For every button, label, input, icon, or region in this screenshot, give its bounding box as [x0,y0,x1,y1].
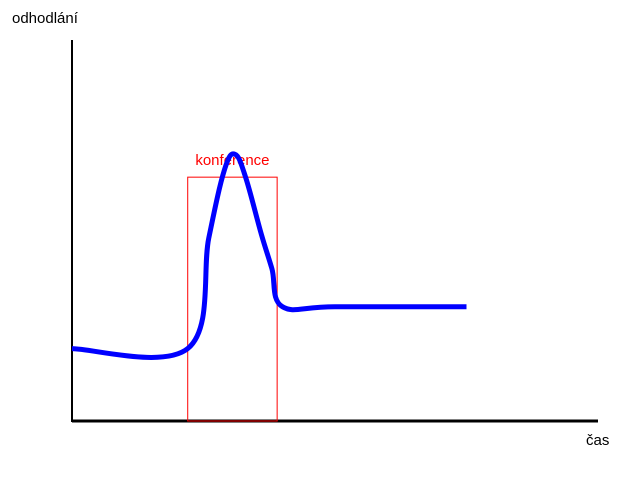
y-axis-label: odhodlání [12,10,78,27]
series-layer [71,151,467,360]
axes [71,40,598,423]
x-axis-label: čas [586,432,610,449]
annotations-layer: konference [187,152,278,422]
annotation-label-0: konference [195,152,269,169]
series-line-0 [71,151,467,360]
annotation-box-0 [187,176,278,422]
